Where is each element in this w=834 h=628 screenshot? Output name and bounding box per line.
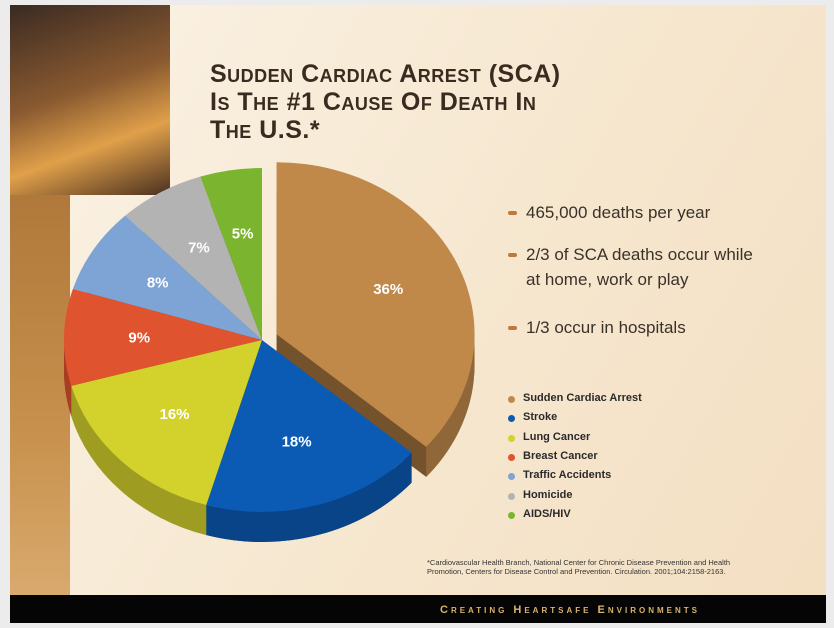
legend-marker xyxy=(508,512,515,519)
footer-text: Creating Heartsafe Environments xyxy=(440,604,700,616)
slice-label: 9% xyxy=(128,329,150,346)
bullet-dash xyxy=(508,326,517,330)
slice-label: 5% xyxy=(232,226,254,243)
slice-label: 16% xyxy=(159,406,189,423)
bullet-text: 1/3 occur in hospitals xyxy=(526,315,766,340)
legend-label: Breast Cancer xyxy=(523,450,598,462)
slice-label: 7% xyxy=(188,239,210,256)
legend-label: AIDS/HIV xyxy=(523,508,571,520)
bullet-text: 465,000 deaths per year xyxy=(526,200,766,225)
slice-label: 18% xyxy=(282,433,312,450)
legend-label: Lung Cancer xyxy=(523,431,590,443)
legend-marker xyxy=(508,454,515,461)
legend-marker xyxy=(508,493,515,500)
slide-page: 36% 18% 16% 9% 8% 7% 5% Sudden Cardiac Arrest … xyxy=(0,0,834,628)
bullet-dash xyxy=(508,211,517,215)
legend-label: Stroke xyxy=(523,411,557,423)
legend-marker xyxy=(508,435,515,442)
bullet-dash xyxy=(508,253,517,257)
footnote: *Cardiovascular Health Branch, National … xyxy=(427,558,757,576)
bullet-text: 2/3 of SCA deaths occur while at home, w… xyxy=(526,242,766,292)
slice-label: 36% xyxy=(373,281,403,298)
chart-title: Sudden Cardiac Arrest (SCA) Is The #1 Ca… xyxy=(210,60,570,144)
legend-marker xyxy=(508,396,515,403)
legend-label: Homicide xyxy=(523,489,573,501)
legend-label: Sudden Cardiac Arrest xyxy=(523,392,642,404)
legend-label: Traffic Accidents xyxy=(523,469,611,481)
slice-label: 8% xyxy=(147,275,169,292)
